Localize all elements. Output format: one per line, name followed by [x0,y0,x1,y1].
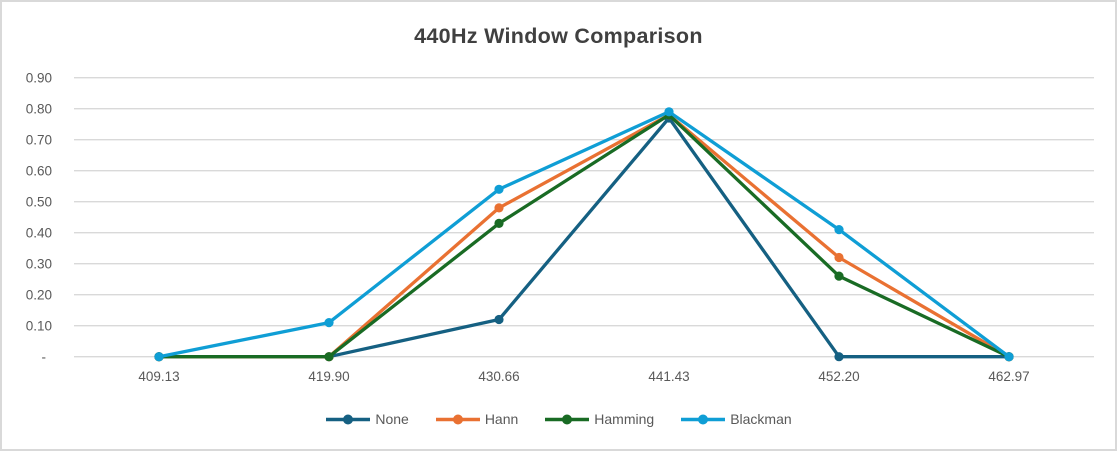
y-axis-label: 0.40 [26,226,52,241]
y-axis-label: - [42,350,47,365]
legend-label: Blackman [730,411,792,427]
y-axis-label: 0.80 [26,102,52,117]
data-point-blackman[interactable] [494,184,504,194]
data-point-hamming[interactable] [494,218,504,228]
y-axis-label: 0.50 [26,195,52,210]
legend-marker-icon [326,414,371,424]
y-axis-label: 0.10 [26,319,52,334]
series-line-hamming[interactable] [157,113,1011,359]
y-axis-label: 0.60 [26,164,52,179]
legend-label: None [375,411,409,427]
legend-label: Hamming [594,411,655,427]
legend-marker-icon [545,414,590,424]
data-point-none[interactable] [494,314,504,325]
legend-item-hamming[interactable]: Hamming [544,411,654,427]
y-axis-label: 0.90 [26,71,52,86]
data-point-blackman[interactable] [664,107,674,117]
x-axis-label: 452.20 [818,369,859,384]
legend-label: Hann [484,411,519,427]
x-axis-label: 419.90 [308,369,349,384]
data-point-blackman[interactable] [834,225,844,235]
x-axis-label: 441.43 [648,369,689,384]
data-point-hann[interactable] [494,203,504,213]
data-point-none[interactable] [834,352,844,362]
y-axis-label: 0.20 [26,288,52,303]
data-point-hamming[interactable] [834,271,844,281]
legend: None Hann Hamming Blackman [2,411,1115,427]
legend-marker-icon [435,414,480,424]
x-axis-label: 462.97 [988,369,1029,384]
chart-title: 440Hz Window Comparison [414,24,703,48]
x-axis-label: 409.13 [138,369,179,384]
data-point-blackman[interactable] [324,318,334,328]
legend-item-hann[interactable]: Hann [435,411,518,427]
series-line-blackman[interactable] [157,110,1011,359]
legend-item-none[interactable]: None [325,411,409,427]
data-point-hamming[interactable] [324,352,334,362]
series-line-none[interactable] [157,116,1011,359]
data-point-blackman[interactable] [1004,352,1014,362]
y-axis-label: 0.30 [26,257,52,272]
data-point-hann[interactable] [834,252,844,263]
x-axis-label: 430.66 [478,369,519,384]
data-point-blackman[interactable] [154,352,164,362]
y-axis-label: 0.70 [26,133,52,148]
legend-marker-icon [681,414,726,424]
legend-item-blackman[interactable]: Blackman [680,411,792,427]
